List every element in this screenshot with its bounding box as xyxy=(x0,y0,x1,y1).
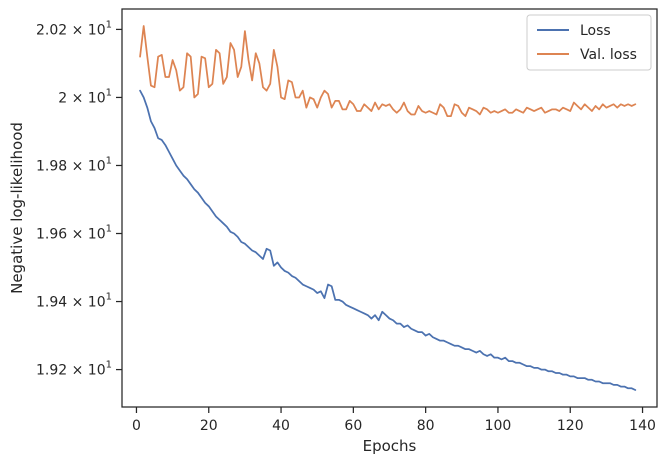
x-tick-label: 20 xyxy=(200,418,218,434)
x-tick-label: 120 xyxy=(557,418,584,434)
y-tick-label: 1.96 × 101 xyxy=(36,224,112,243)
y-axis-ticks: 1.92 × 101 1.94 × 101 1.96 × 101 1.98 × 101… xyxy=(36,19,122,379)
series-line-loss xyxy=(139,89,637,391)
plot-layer xyxy=(139,25,637,391)
y-tick-label: 1.92 × 101 xyxy=(36,360,112,379)
y-axis-label: Negative log-likelihood xyxy=(8,122,26,294)
x-axis-label: Epochs xyxy=(363,437,417,455)
y-tick-label: 1.94 × 101 xyxy=(36,292,112,311)
legend-label-val-loss: Val. loss xyxy=(580,47,637,63)
series-line-val-loss xyxy=(139,25,637,118)
x-tick-label: 40 xyxy=(272,418,290,434)
legend-label-loss: Loss xyxy=(580,23,611,39)
legend-box xyxy=(526,14,652,71)
y-tick-label: 1.98 × 101 xyxy=(36,155,112,174)
x-tick-label: 60 xyxy=(344,418,362,434)
x-tick-label: 100 xyxy=(485,418,512,434)
y-tick-label: 2 × 101 xyxy=(58,87,112,106)
x-tick-label: 140 xyxy=(629,418,656,434)
legend: Loss Val. loss xyxy=(526,14,652,71)
x-tick-label: 0 xyxy=(132,418,141,434)
x-axis-ticks: 0 20 40 60 80 100 120 140 xyxy=(132,407,656,434)
axes-frame xyxy=(121,8,658,408)
x-tick-label: 80 xyxy=(417,418,435,434)
y-tick-label: 2.02 × 101 xyxy=(36,19,112,38)
